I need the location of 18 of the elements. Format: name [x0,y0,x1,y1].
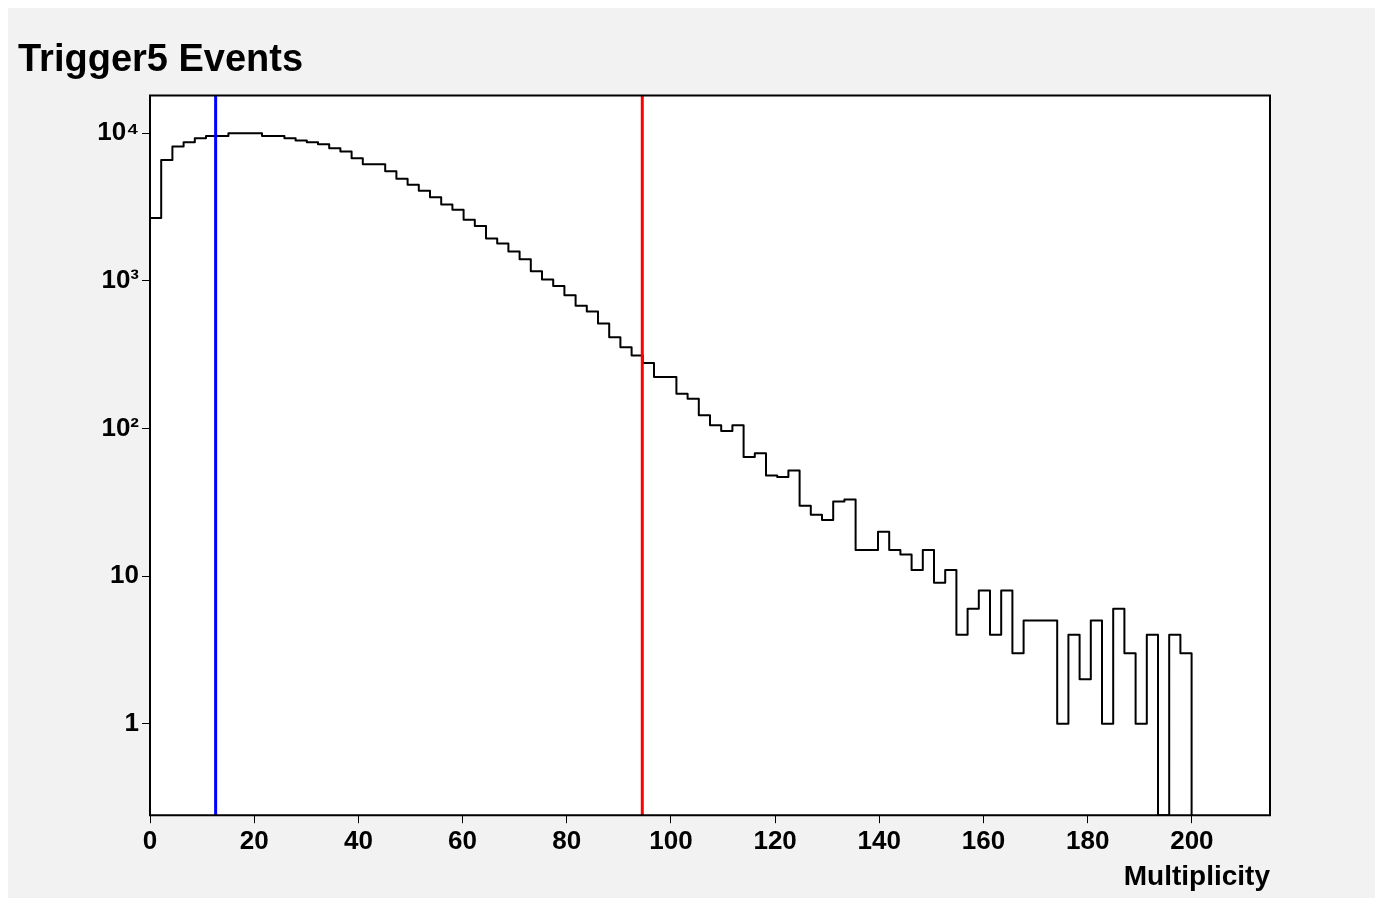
x-tick-label: 80 [552,824,582,855]
x-tick-label: 140 [857,824,901,855]
x-tick-label: 40 [343,824,373,855]
y-tick-label: 1 [124,706,139,737]
y-tick-label: 10² [101,411,140,442]
x-tick-label: 0 [142,824,158,855]
x-tick-label: 20 [239,824,269,855]
chart-title: Trigger5 Events [18,37,304,80]
x-tick-label: 120 [753,824,797,855]
x-tick-label: 160 [961,824,1006,855]
x-tick-label: 100 [649,824,693,855]
y-tick-label: 10⁴ [97,116,139,147]
x-tick-label: 180 [1065,824,1110,855]
x-tick-label: 200 [1170,824,1214,855]
y-tick-label: 10³ [101,264,140,295]
y-tick-label: 10 [110,559,139,590]
x-axis-title: Multiplicity [1123,859,1271,891]
x-tick-label: 60 [448,824,478,855]
